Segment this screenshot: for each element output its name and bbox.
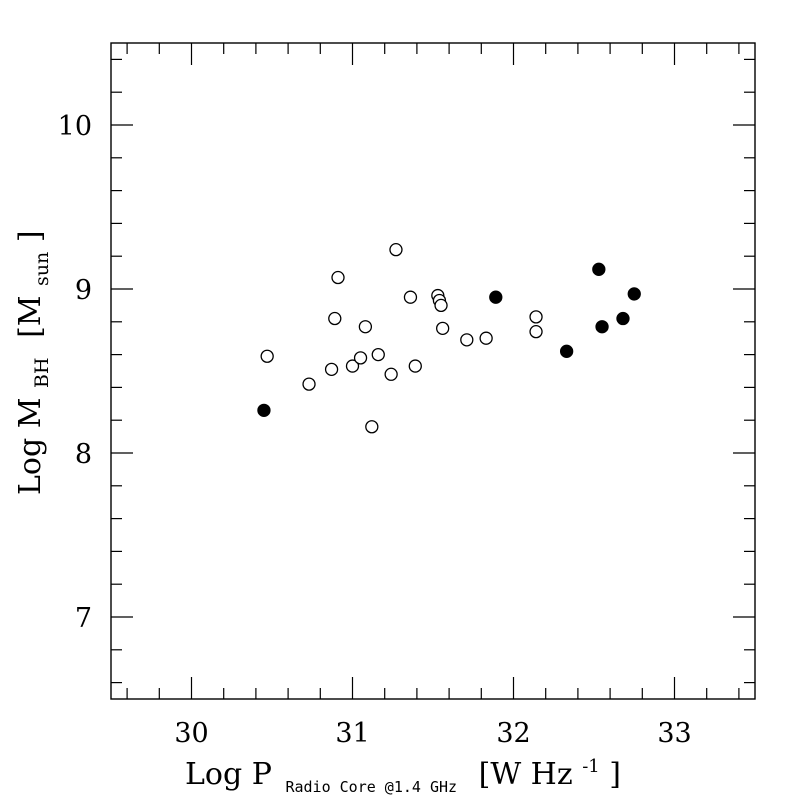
open-data-point [389,242,403,257]
open-data-point [436,321,450,336]
open-data-point [371,347,385,362]
filled-data-point [627,287,641,301]
y-axis-label: Log M BH [M sun ] [13,230,56,495]
x-axis-label-unit: [W Hz [479,757,573,792]
y-axis-label-main: Log M [13,398,48,495]
open-data-point [479,331,493,345]
open-data-point [529,310,543,324]
axis-ticks [111,43,755,699]
y-tick-label: 8 [75,439,92,470]
y-tick-label: 10 [58,111,92,142]
y-tick-label: 7 [75,603,92,634]
x-tick-label: 33 [657,718,691,749]
open-data-point [460,333,474,347]
data-points [257,242,641,434]
filled-data-point [616,311,630,326]
open-data-point [408,359,422,373]
y-axis-label-unit: [M [13,295,48,337]
open-data-point [384,367,398,381]
y-axis-label-unit-close: ] [13,230,48,242]
x-axis-label-unit-close: ] [609,757,621,792]
y-axis-label-unit-subscript: sun [31,252,53,286]
filled-data-point [559,344,574,358]
open-data-point [302,377,316,391]
open-data-point [260,349,274,363]
tick-labels: 30 31 32 33 7 8 9 10 [58,111,692,749]
open-data-point [529,324,543,339]
open-data-point [358,320,373,334]
open-data-point [328,311,342,326]
open-data-point [434,298,448,313]
x-axis-label-unit-superscript: -1 [582,756,600,777]
y-tick-label: 9 [75,275,92,306]
x-axis-label-subscript: Radio Core @1.4 GHz [285,778,457,796]
x-tick-label: 31 [335,718,369,749]
x-axis-label: Log P Radio Core @1.4 GHz [W Hz -1 ] [185,745,621,797]
open-data-point [353,351,368,365]
x-tick-label: 32 [496,718,530,749]
open-data-point [365,420,379,434]
open-data-point [331,270,345,285]
filled-data-point [489,290,503,304]
filled-data-point [592,262,606,276]
y-axis-label-subscript: BH [31,357,53,388]
open-data-point [403,290,418,304]
plot-frame [110,42,756,700]
filled-data-point [257,403,271,418]
open-data-point [324,362,339,377]
x-axis-label-main: Log P [185,757,272,792]
filled-data-point [595,320,609,334]
x-tick-label: 30 [174,718,208,749]
open-data-point [345,359,360,373]
